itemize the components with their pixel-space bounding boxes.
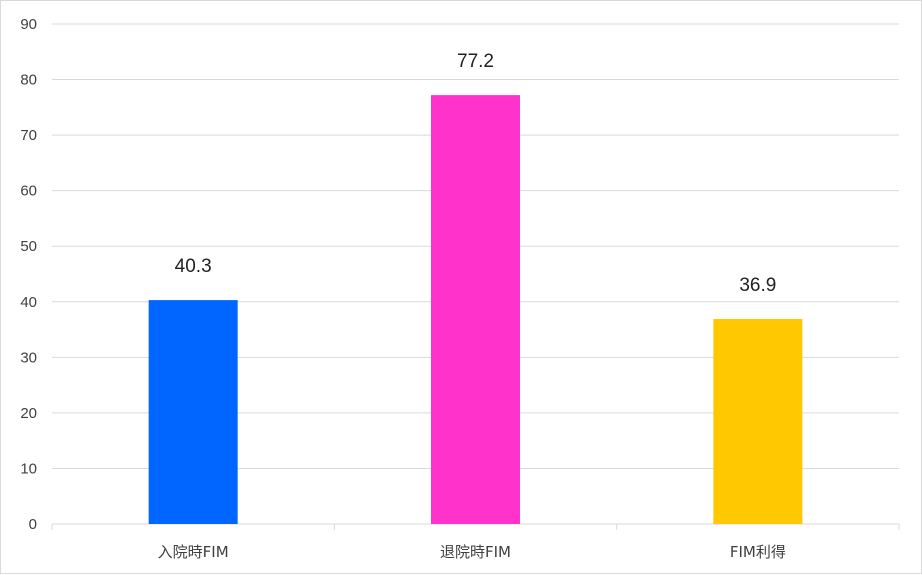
x-category-label: FIM利得 [730,543,786,561]
bar-3 [713,319,803,524]
y-tick-label: 80 [20,72,37,89]
y-tick-label: 70 [20,127,37,144]
y-tick-label: 20 [20,405,37,422]
x-category-label: 退院時FIM [440,543,511,561]
data-label: 77.2 [457,51,494,72]
y-tick-label: 0 [29,516,37,533]
y-tick-label: 30 [20,349,37,366]
data-label: 40.3 [175,256,212,277]
bar-2 [431,95,520,524]
y-tick-label: 40 [20,294,37,311]
bar-1 [148,300,238,524]
y-tick-label: 60 [20,183,37,200]
data-label: 36.9 [739,275,776,296]
y-tick-label: 50 [20,238,37,255]
y-tick-label: 90 [20,16,37,33]
x-category-label: 入院時FIM [158,543,229,561]
y-tick-label: 10 [20,460,37,477]
